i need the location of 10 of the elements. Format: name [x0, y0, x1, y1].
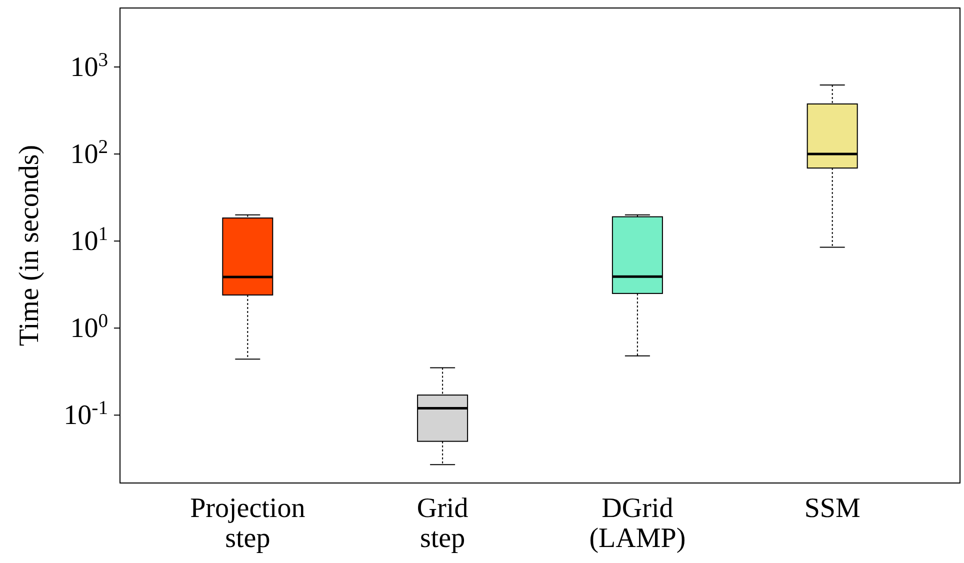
y-axis-title: Time (in seconds) [14, 144, 45, 346]
y-tick-label: 10$^{-1}$ [64, 398, 108, 432]
x-tick-label: SSM [804, 493, 860, 524]
y-tick-label: 10$^{0}$ [70, 310, 108, 344]
x-tick-label: DGrid (LAMP) [589, 493, 686, 554]
y-tick-label: 10$^{1}$ [70, 224, 108, 258]
y-tick-label: 10$^{3}$ [70, 49, 108, 83]
x-tick-label: Projection step [190, 493, 306, 554]
y-tick-label: 10$^{2}$ [70, 136, 108, 170]
x-tick-label: Grid step [416, 493, 468, 554]
